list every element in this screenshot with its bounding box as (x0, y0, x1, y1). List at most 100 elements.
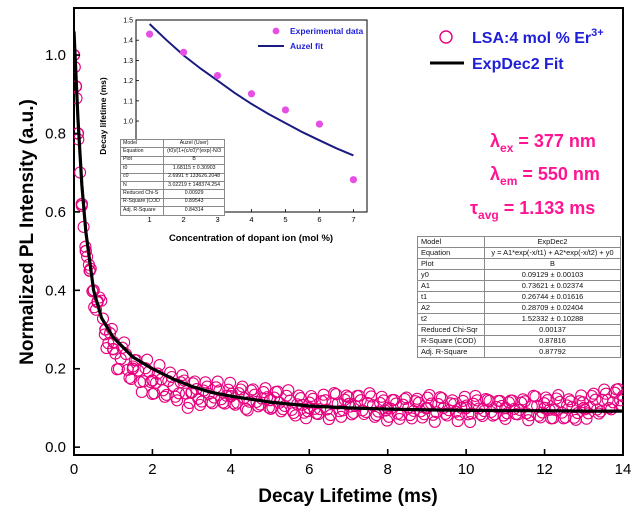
x-tick-label: 14 (615, 461, 631, 478)
decay-noise-point (100, 342, 113, 355)
y-tick-label: 0.6 (45, 204, 66, 221)
decay-noise-point (160, 388, 173, 401)
fit-param-name: A2 (416, 302, 486, 314)
decay-noise-point (516, 393, 530, 406)
fit-table-row: Reduced Chi-S 0.00929 (119, 189, 225, 199)
fit-param-name: Adj. R-Square (119, 206, 165, 216)
fit-param-name: R-Square (COD) (416, 335, 486, 347)
fit-param-value: 0.00929 (163, 189, 225, 199)
decay-noise-point (451, 415, 464, 428)
inset-y-tick-label: 1.2 (123, 78, 133, 85)
decay-noise-point (137, 375, 150, 388)
annotations: λex = 377 nm λem = 550 nm τavg = 1.133 m… (470, 131, 600, 222)
decay-noise-point (564, 395, 577, 408)
decay-noise-point (176, 369, 189, 382)
fit-table-row: t0 1.68115 ± 0.30903 (119, 164, 225, 174)
inset-x-tick-label: 4 (249, 215, 253, 224)
fit-param-value: 0.26744 ± 0.01616 (484, 291, 621, 303)
y-tick-label: 0.4 (45, 282, 66, 299)
x-tick-label: 0 (70, 461, 78, 478)
decay-data-point (616, 389, 623, 403)
decay-noise-point (259, 382, 272, 395)
decay-noise-point (211, 375, 224, 388)
fit-param-value: 1.68115 ± 0.30903 (163, 164, 225, 174)
decay-data-point (146, 374, 159, 387)
fit-table-row: t2 1.52332 ± 0.10288 (416, 313, 621, 325)
decay-noise-point (592, 407, 605, 420)
fit-param-value: ExpDec2 (484, 236, 621, 248)
inset-y-tick-label: 1.5 (123, 18, 133, 25)
experimental-point (315, 120, 324, 128)
y-tick-label: 0.0 (45, 439, 66, 456)
decay-noise-point (606, 396, 620, 409)
fit-param-name: Plot (119, 155, 165, 166)
decay-noise-point (239, 402, 253, 415)
decay-data-point (499, 401, 512, 415)
fit-param-value: 1.52332 ± 0.10288 (484, 313, 621, 325)
fit-param-name: Adj. R-Square (416, 346, 486, 358)
fit-param-name: t0 (119, 164, 165, 174)
legend-label-fit: ExpDec2 Fit (472, 56, 564, 73)
main-y-axis-label: Normalized PL Intensity (a.u.) (17, 99, 38, 365)
decay-noise-point (605, 403, 618, 416)
fit-param-value: 0.73621 ± 0.02374 (484, 280, 621, 292)
fit-table-row: Equation y = A1*exp(-x/t1) + A2*exp(-x/t2… (416, 247, 621, 259)
fit-param-name: c0 (119, 172, 165, 182)
inset-legend-label-auzel: Auzel fit (290, 41, 323, 51)
legend-label-measured: LSA:4 mol % Er3+ (472, 27, 604, 47)
x-tick-label: 2 (148, 461, 156, 478)
main-decay-marks (74, 31, 623, 415)
fit-table-row: Plot B (119, 155, 225, 166)
fit-table-inset: Model Auzel (User) Equation (t0)/(1+(c/c0)^… (119, 138, 225, 216)
x-tick-label: 6 (305, 461, 313, 478)
decay-data-point (107, 342, 120, 356)
fit-param-name: Equation (416, 247, 486, 259)
y-tick-label: 0.2 (45, 361, 66, 378)
fit-table-row: N 3.02219 ± 148374.254 (119, 180, 225, 191)
fit-param-value: 0.28709 ± 0.02404 (484, 302, 621, 314)
decay-noise-point (455, 401, 468, 414)
fit-param-value: Auzel (User) (163, 138, 225, 149)
y-tick-label: 1.0 (45, 47, 66, 64)
decay-data-point (342, 397, 355, 411)
fit-param-value: 2.6991 ± 133626.2048 (163, 172, 225, 182)
main-x-axis-label: Decay Lifetime (ms) (258, 486, 438, 507)
decay-data-point (79, 244, 92, 258)
fit-table-row: t1 0.26744 ± 0.01616 (416, 291, 621, 303)
fit-param-value: 0.00137 (484, 324, 621, 336)
decay-noise-point (79, 240, 92, 253)
main-axis-ticks: 0 2 4 6 8 10 12 140.00.20.40.60.81.0 (45, 47, 631, 478)
fit-param-value: y = A1*exp(-x/t1) + A2*exp(-x/t2) + y0 (484, 247, 621, 259)
fit-param-name: t2 (416, 313, 486, 325)
decay-noise-point (599, 387, 612, 400)
inset-legend: Experimental data Auzel fit (258, 26, 363, 51)
inset-y-tick-label: 1.4 (123, 38, 133, 45)
fit-param-name: Equation (119, 147, 165, 157)
fit-table-row: A1 0.73621 ± 0.02374 (416, 280, 621, 292)
decay-data-point (303, 401, 316, 415)
fit-param-value: 3.02219 ± 148374.254 (163, 180, 225, 191)
fit-param-name: R-Square (COD (119, 197, 165, 208)
decay-data-point (126, 362, 140, 375)
decay-noise-point (181, 401, 194, 414)
fit-param-name: Reduced Chi-S (119, 189, 165, 199)
decay-noise-point (522, 414, 535, 427)
experimental-point (213, 71, 222, 80)
fit-param-name: Plot (416, 258, 486, 270)
decay-noise-point (245, 384, 258, 397)
experimental-point (179, 48, 188, 56)
fit-param-name: y0 (416, 269, 486, 281)
fit-param-name: N (119, 180, 165, 191)
fit-table-row: c0 2.6991 ± 133626.2048 (119, 172, 225, 182)
decay-noise-point (552, 389, 565, 402)
fit-table-row: Equation (t0)/(1+(c/c0)^(exp(-N/3 (119, 147, 225, 157)
fit-param-name: Model (119, 138, 165, 149)
experimental-point (145, 30, 154, 38)
decay-data-point (420, 401, 434, 415)
decay-noise-point (241, 404, 254, 417)
inset-x-tick-label: 7 (351, 215, 355, 224)
fit-table-row: R-Square (COD 0.89543 (119, 197, 225, 208)
inset-x-tick-label: 6 (317, 215, 321, 224)
x-tick-label: 8 (384, 461, 392, 478)
